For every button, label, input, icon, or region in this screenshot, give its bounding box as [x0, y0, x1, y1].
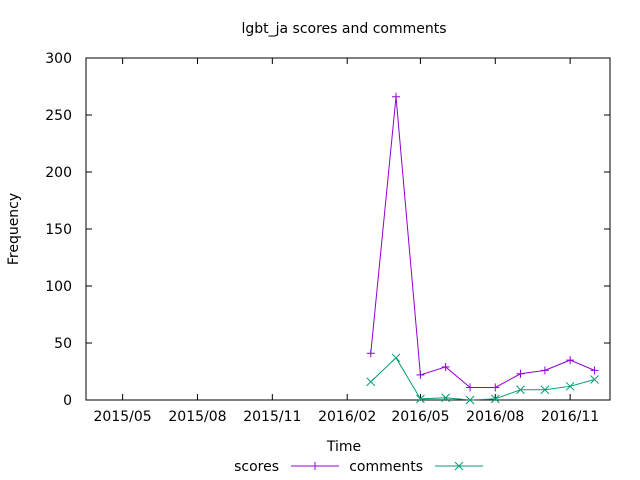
x-axis: 2015/05 2015/08 2015/11 2016/02 2016/05 2016/… — [94, 58, 599, 425]
y-tick-label: 100 — [45, 279, 72, 295]
data-point-comments — [540, 385, 550, 395]
chart-title: lgbt_ja scores and comments — [241, 21, 446, 37]
data-point-comments — [441, 393, 450, 403]
plot-area-frame — [85, 57, 611, 401]
cross-marker-b — [516, 385, 525, 395]
series-comments — [366, 353, 599, 405]
cross-marker-b — [441, 393, 450, 403]
data-point-comments — [465, 395, 475, 405]
cross-marker-b — [366, 377, 376, 387]
data-point-scores — [566, 356, 575, 365]
data-point-scores — [540, 366, 549, 375]
data-point-scores — [590, 366, 599, 375]
series-layer — [366, 92, 599, 405]
data-point-comments — [366, 377, 376, 387]
data-point-scores — [441, 362, 450, 371]
cross-marker-b — [416, 394, 425, 404]
data-point-comments — [590, 375, 599, 384]
data-point-scores — [516, 369, 525, 378]
legend-marker-comments — [454, 461, 464, 471]
data-point-comments — [516, 385, 525, 395]
cross-marker-b — [590, 375, 599, 384]
data-point-scores — [416, 370, 425, 379]
x-tick-label: 2016/11 — [541, 409, 599, 425]
cross-marker-b — [540, 385, 550, 395]
legend-label-comments: comments — [349, 459, 423, 475]
y-tick-label: 250 — [45, 108, 72, 124]
cross-marker-b — [490, 394, 500, 404]
y-tick-label: 300 — [45, 51, 72, 67]
data-point-comments — [416, 394, 425, 404]
x-tick-label: 2015/11 — [243, 409, 301, 425]
data-point-scores — [392, 92, 401, 101]
legend-label-scores: scores — [234, 459, 279, 475]
x-tick-label: 2016/02 — [318, 409, 376, 425]
data-point-comments — [565, 381, 575, 391]
series-scores — [366, 92, 599, 392]
cross-marker-b — [565, 381, 575, 391]
series-line-comments — [370, 357, 595, 401]
y-axis-label: Frequency — [6, 193, 22, 265]
legend-marker-scores — [311, 462, 319, 470]
series-line-scores — [370, 96, 595, 388]
cross-marker-b — [391, 353, 401, 363]
y-tick-label: 200 — [45, 165, 72, 181]
y-tick-label: 0 — [63, 393, 72, 409]
y-tick-label: 50 — [54, 336, 72, 352]
data-point-comments — [490, 394, 500, 404]
data-point-comments — [391, 353, 401, 363]
x-tick-label: 2015/08 — [168, 409, 226, 425]
cross-marker-b — [465, 395, 475, 405]
x-tick-label: 2016/08 — [466, 409, 524, 425]
legend: scores comments — [234, 459, 483, 475]
data-point-scores — [366, 349, 375, 358]
data-point-scores — [466, 383, 475, 392]
y-tick-label: 150 — [45, 222, 72, 238]
x-tick-label: 2015/05 — [94, 409, 152, 425]
data-point-scores — [491, 383, 500, 392]
x-tick-label: 2016/05 — [391, 409, 449, 425]
x-axis-label: Time — [326, 439, 361, 455]
cross-marker-b — [454, 461, 464, 471]
y-axis: 0 50 100 150 200 250 300 — [45, 51, 610, 409]
